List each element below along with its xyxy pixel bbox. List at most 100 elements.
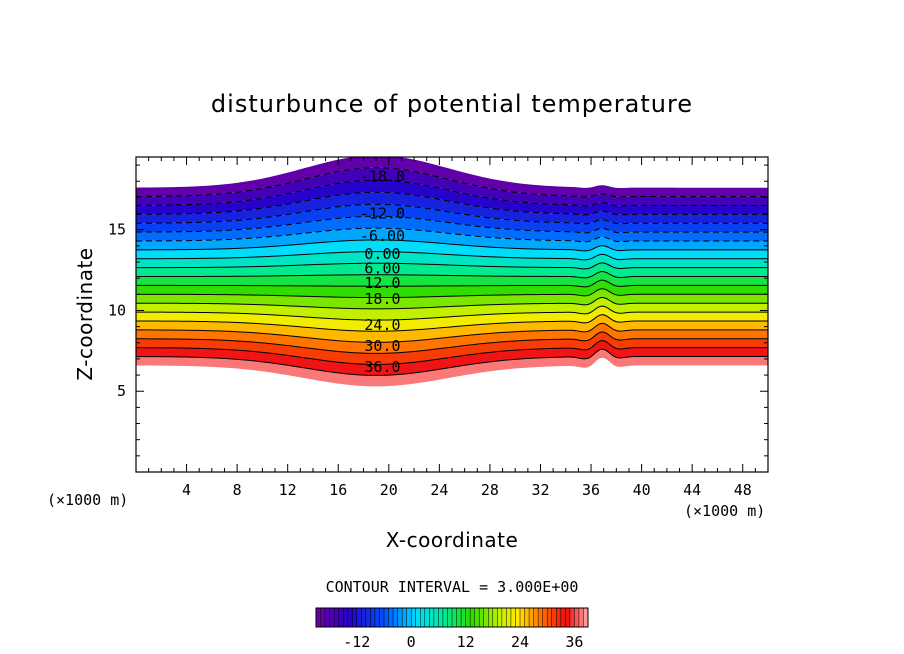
colorbar-swatch <box>352 608 358 627</box>
colorbar-swatch <box>424 608 430 627</box>
colorbar-swatch <box>488 608 494 627</box>
colorbar-swatch <box>452 608 457 627</box>
colorbar-swatch <box>456 608 462 627</box>
chart-title: disturbunce of potential temperature <box>211 90 693 118</box>
colorbar-swatch <box>547 608 553 627</box>
contour-band <box>136 349 768 387</box>
colorbar-swatch <box>329 608 335 627</box>
colorbar: -12 0 12 24 36 <box>315 607 589 651</box>
colorbar-swatch <box>325 608 330 627</box>
x-tick-label: 4 <box>182 481 191 499</box>
colorbar-swatch <box>583 608 589 627</box>
contour-band <box>136 306 768 332</box>
contour-line <box>136 340 768 365</box>
contour-band <box>136 157 768 197</box>
contour-label: 6.00 <box>364 259 400 277</box>
colorbar-swatch <box>343 608 349 627</box>
x-unit-label: (×1000 m) <box>684 502 765 520</box>
y-axis-title: Z-coordinate <box>73 247 97 380</box>
colorbar-swatch <box>492 608 498 627</box>
contour-band <box>136 280 768 298</box>
colorbar-swatch <box>442 608 448 627</box>
colorbar-swatch <box>420 608 426 627</box>
colorbar-swatch <box>501 608 507 627</box>
colorbar-swatch <box>320 608 326 627</box>
contour-line <box>136 279 768 288</box>
colorbar-swatch <box>483 608 489 627</box>
contour-line <box>136 239 768 252</box>
colorbar-swatch <box>578 608 584 627</box>
contour-band <box>136 251 768 269</box>
contour-band <box>136 192 768 224</box>
contour-band <box>136 216 768 242</box>
x-tick-label: 12 <box>279 481 297 499</box>
x-axis: 4 8 12 16 20 24 28 32 36 40 44 48 <box>148 157 756 499</box>
contour-lines <box>136 167 768 376</box>
colorbar-swatch <box>447 608 453 627</box>
contour-label: 24.0 <box>364 316 400 334</box>
colorbar-swatch <box>365 608 371 627</box>
y-unit-label: (×1000 m) <box>47 491 128 509</box>
y-tick-label: 10 <box>108 301 126 319</box>
contour-line <box>136 314 768 332</box>
colorbar-tick-label: 12 <box>457 633 475 651</box>
colorbar-swatch <box>461 608 466 627</box>
contour-band <box>136 297 768 321</box>
colorbar-swatch <box>520 608 525 627</box>
contour-line <box>136 227 768 243</box>
x-tick-label: 40 <box>633 481 651 499</box>
colorbar-swatch <box>560 608 566 627</box>
x-tick-label: 24 <box>430 481 448 499</box>
colorbar-swatch <box>524 608 530 627</box>
y-tick-label: 5 <box>117 382 126 400</box>
colorbar-swatch <box>515 608 521 627</box>
contour-line <box>136 322 768 343</box>
contour-band <box>136 180 768 215</box>
colorbar-tick-label: 36 <box>565 633 583 651</box>
colorbar-swatch <box>574 608 580 627</box>
contour-interval-label: CONTOUR INTERVAL = 3.000E+00 <box>326 578 579 596</box>
colorbar-swatch <box>474 608 480 627</box>
colorbar-swatch <box>411 608 417 627</box>
contour-line <box>136 215 768 234</box>
colorbar-swatch <box>338 608 344 627</box>
colorbar-swatch <box>388 608 394 627</box>
colorbar-swatch <box>415 608 421 627</box>
contour-line <box>136 251 768 261</box>
contour-line <box>136 167 768 198</box>
contour-band <box>136 204 768 233</box>
colorbar-swatch <box>429 608 435 627</box>
x-axis-title: X-coordinate <box>386 528 519 552</box>
contour-line <box>136 288 768 299</box>
y-tick-label: 15 <box>108 221 126 239</box>
colorbar-swatch <box>569 608 575 627</box>
contour-label: 12.0 <box>364 274 400 292</box>
colorbar-swatch <box>538 608 543 627</box>
colorbar-swatch <box>379 608 385 627</box>
contour-line <box>136 271 768 279</box>
colorbar-swatch <box>497 608 503 627</box>
colorbar-swatch <box>316 608 321 627</box>
contour-band <box>136 314 768 343</box>
colorbar-swatch <box>479 608 485 627</box>
contour-line <box>136 348 768 376</box>
x-tick-label: 16 <box>329 481 347 499</box>
x-tick-label: 44 <box>683 481 701 499</box>
x-tick-label: 36 <box>582 481 600 499</box>
contour-line <box>136 331 768 354</box>
contour-label: 18.0 <box>364 290 400 308</box>
colorbar-swatch <box>356 608 362 627</box>
contour-label: -12.0 <box>360 205 405 223</box>
colorbar-swatch <box>402 608 407 627</box>
contour-line <box>136 305 768 321</box>
contour-line <box>136 262 768 270</box>
contour-line <box>136 296 768 310</box>
contour-label: 0.00 <box>364 245 400 263</box>
x-tick-label: 8 <box>233 481 242 499</box>
contour-band <box>136 228 768 251</box>
colorbar-swatch <box>533 608 539 627</box>
contour-band <box>136 331 768 365</box>
colorbar-swatch <box>347 608 353 627</box>
colorbar-swatch <box>542 608 548 627</box>
